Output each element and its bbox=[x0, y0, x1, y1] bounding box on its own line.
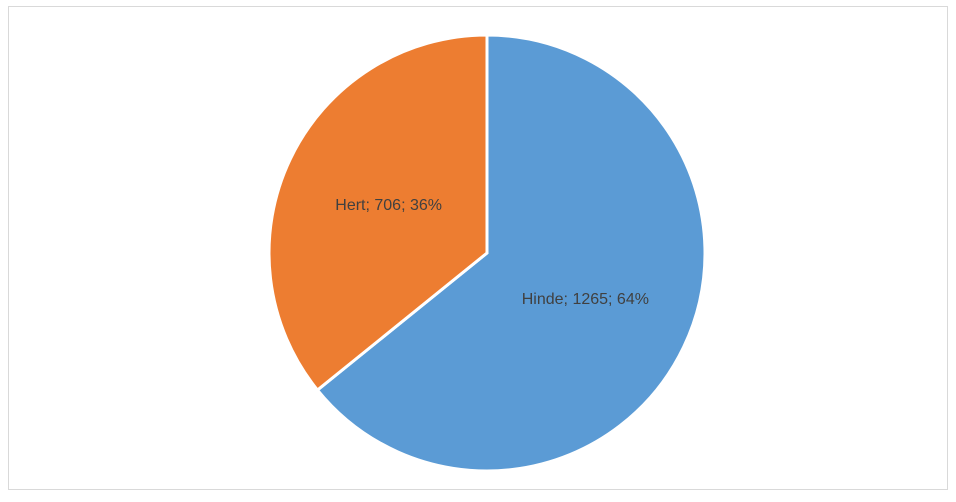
pie-slice bbox=[267, 33, 489, 393]
pie-slice bbox=[315, 33, 707, 473]
data-label: Hert; 706; 36% bbox=[335, 197, 442, 214]
data-label: Hinde; 1265; 64% bbox=[522, 291, 649, 308]
